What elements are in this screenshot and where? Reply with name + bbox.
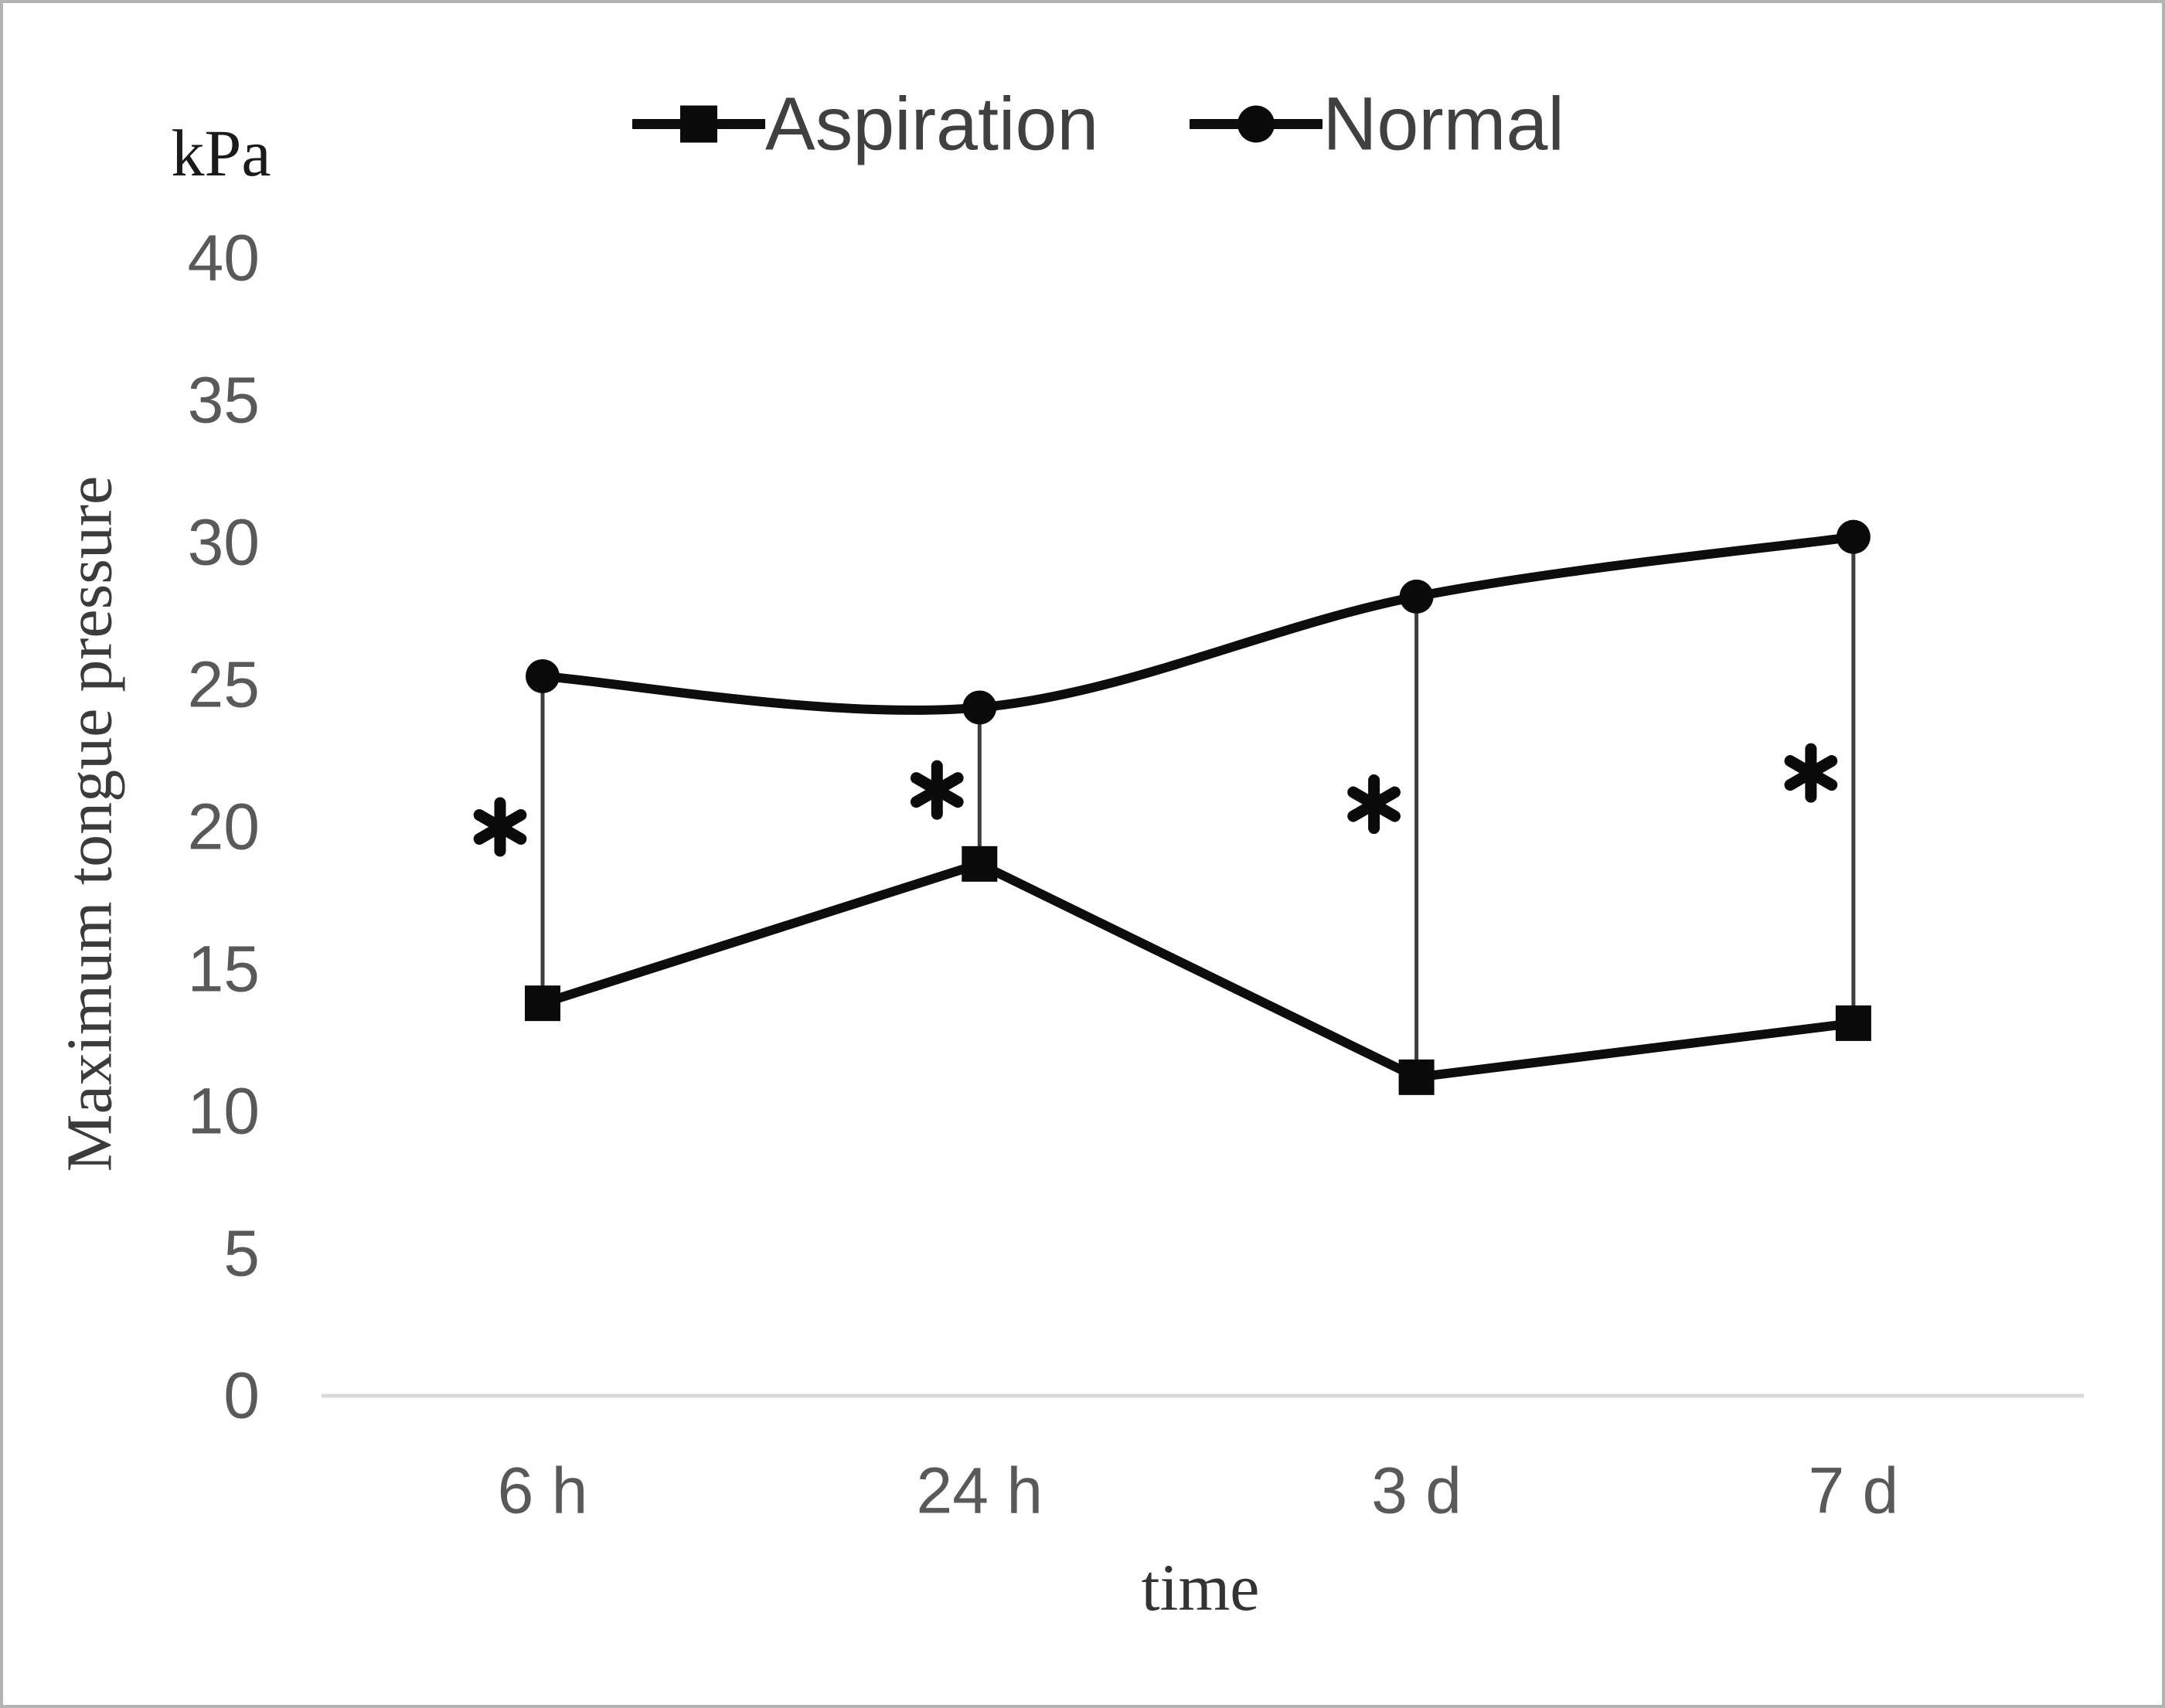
y-tick-label: 0 <box>223 1359 260 1432</box>
y-tick-label: 25 <box>187 648 260 721</box>
legend-marker <box>1237 105 1275 142</box>
x-tick-label: 24 h <box>916 1454 1043 1527</box>
y-tick-label: 30 <box>187 505 260 579</box>
legend-circle-marker-icon <box>1190 105 1323 142</box>
legend-item-aspiration: Aspiration <box>632 87 1098 162</box>
marker-circle-normal <box>526 658 560 693</box>
marker-square-aspiration <box>962 845 998 882</box>
x-tick-label: 7 d <box>1808 1454 1899 1527</box>
marker-circle-normal <box>1399 579 1434 614</box>
significance-asterisk <box>910 760 964 820</box>
chart-canvas <box>322 519 2084 1398</box>
significance-asterisk <box>1784 743 1838 803</box>
y-tick-label: 20 <box>187 790 260 863</box>
marker-square-aspiration <box>1835 1005 1871 1041</box>
y-axis-unit-label: kPa <box>171 116 271 190</box>
asterisk-stroke <box>910 772 964 808</box>
y-tick-label: 15 <box>187 932 260 1005</box>
y-tick-label: 35 <box>187 363 260 437</box>
y-axis-title: Maximum tongue pressure <box>53 475 126 1172</box>
legend-label: Normal <box>1322 81 1564 166</box>
legend: Aspiration Normal <box>632 87 1564 162</box>
y-tick-label: 40 <box>187 221 260 294</box>
marker-circle-normal <box>962 690 997 725</box>
series-line-aspiration <box>541 859 1854 1083</box>
marker-square-aspiration <box>1398 1059 1435 1095</box>
y-tick-label: 5 <box>223 1216 260 1290</box>
series-line-normal <box>542 532 1854 715</box>
marker-circle-normal <box>1836 519 1871 554</box>
y-tick-label: 10 <box>187 1074 260 1148</box>
asterisk-stroke <box>1347 786 1401 822</box>
marker-square-aspiration <box>525 985 560 1022</box>
significance-asterisk <box>1347 774 1401 835</box>
x-tick-label: 6 h <box>497 1454 588 1527</box>
legend-label: Aspiration <box>765 81 1099 166</box>
significance-asterisk <box>473 797 527 857</box>
legend-item-normal: Normal <box>1190 87 1564 162</box>
x-tick-label: 3 d <box>1371 1454 1462 1527</box>
x-axis-title: time <box>1141 1550 1260 1625</box>
asterisk-stroke <box>1784 755 1838 791</box>
legend-marker <box>680 105 718 142</box>
asterisk-stroke <box>473 809 527 845</box>
legend-square-marker-icon <box>632 105 766 142</box>
